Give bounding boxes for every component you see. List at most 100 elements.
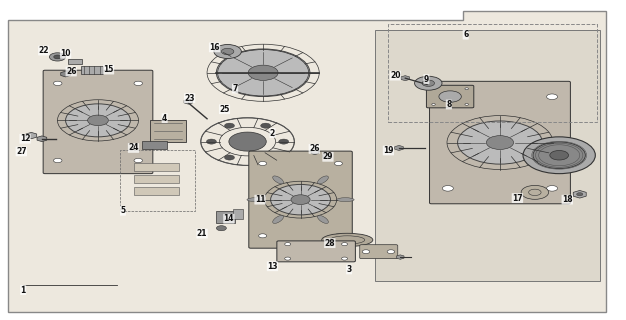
Polygon shape [376,30,600,281]
Circle shape [443,186,453,191]
Polygon shape [401,76,409,81]
FancyBboxPatch shape [426,85,474,108]
Circle shape [550,150,568,160]
Circle shape [334,162,342,165]
Polygon shape [573,190,586,198]
Circle shape [260,155,270,160]
Text: 6: 6 [463,30,468,39]
Polygon shape [311,150,319,155]
Circle shape [259,234,267,238]
Circle shape [222,48,234,55]
Circle shape [217,49,310,97]
Circle shape [225,123,235,128]
Polygon shape [323,154,332,159]
Circle shape [432,88,435,90]
Circle shape [285,257,290,260]
Text: 3: 3 [347,265,352,274]
Text: 14: 14 [223,214,234,223]
Circle shape [387,250,394,253]
Text: 16: 16 [209,43,220,52]
Ellipse shape [273,215,284,223]
Text: 29: 29 [323,152,333,161]
Circle shape [439,91,461,102]
Text: 5: 5 [120,206,125,215]
Circle shape [66,104,130,137]
Ellipse shape [247,198,264,202]
Circle shape [270,184,331,215]
Text: 11: 11 [255,195,265,204]
Circle shape [342,243,347,246]
Circle shape [54,55,61,59]
Circle shape [422,80,434,86]
Circle shape [229,132,266,151]
Polygon shape [61,71,71,77]
Text: 19: 19 [383,146,394,155]
Polygon shape [184,99,193,104]
Circle shape [342,257,347,260]
Polygon shape [8,11,606,312]
Circle shape [432,103,435,105]
Circle shape [523,137,595,174]
Circle shape [207,139,217,144]
Ellipse shape [317,176,329,184]
Circle shape [134,81,143,85]
Circle shape [533,142,585,169]
Ellipse shape [337,198,354,202]
Ellipse shape [273,176,284,184]
Circle shape [260,123,270,128]
FancyBboxPatch shape [233,209,243,219]
Text: 17: 17 [512,194,523,203]
Text: 13: 13 [267,262,278,271]
Polygon shape [396,255,404,259]
Polygon shape [37,136,47,142]
Circle shape [53,81,62,85]
Circle shape [248,65,278,80]
Ellipse shape [317,215,329,223]
Polygon shape [26,132,37,139]
Text: 26: 26 [66,67,76,76]
Text: 27: 27 [16,147,27,156]
FancyBboxPatch shape [134,187,179,195]
Circle shape [53,158,62,163]
Text: 23: 23 [184,94,195,103]
Text: 7: 7 [232,84,238,93]
FancyBboxPatch shape [68,60,82,64]
FancyBboxPatch shape [429,81,570,204]
FancyBboxPatch shape [43,70,153,174]
Circle shape [88,115,108,126]
FancyBboxPatch shape [141,141,167,149]
Text: 25: 25 [219,105,230,114]
Circle shape [217,226,227,231]
Circle shape [214,44,242,59]
Text: 24: 24 [128,143,139,152]
Text: 8: 8 [446,100,451,109]
Text: 20: 20 [390,71,401,80]
FancyBboxPatch shape [134,163,179,171]
Text: 15: 15 [103,65,114,74]
Polygon shape [394,145,403,150]
Circle shape [49,53,66,61]
Ellipse shape [322,233,373,247]
Circle shape [279,139,289,144]
Circle shape [546,94,558,100]
Circle shape [521,185,548,199]
Circle shape [577,193,583,196]
Text: 4: 4 [162,114,167,123]
Text: 9: 9 [424,75,429,84]
Text: 1: 1 [21,285,26,295]
Text: 21: 21 [197,229,207,238]
Text: 22: 22 [39,46,49,55]
Text: 12: 12 [20,134,30,143]
Circle shape [285,243,290,246]
Text: 2: 2 [270,129,275,138]
FancyBboxPatch shape [150,120,187,142]
Circle shape [362,250,370,253]
FancyBboxPatch shape [81,66,103,74]
Circle shape [134,158,143,163]
Text: 26: 26 [309,144,319,153]
Circle shape [225,155,235,160]
Text: 28: 28 [324,239,335,248]
FancyBboxPatch shape [249,151,352,248]
Circle shape [465,103,468,105]
Circle shape [291,195,310,204]
